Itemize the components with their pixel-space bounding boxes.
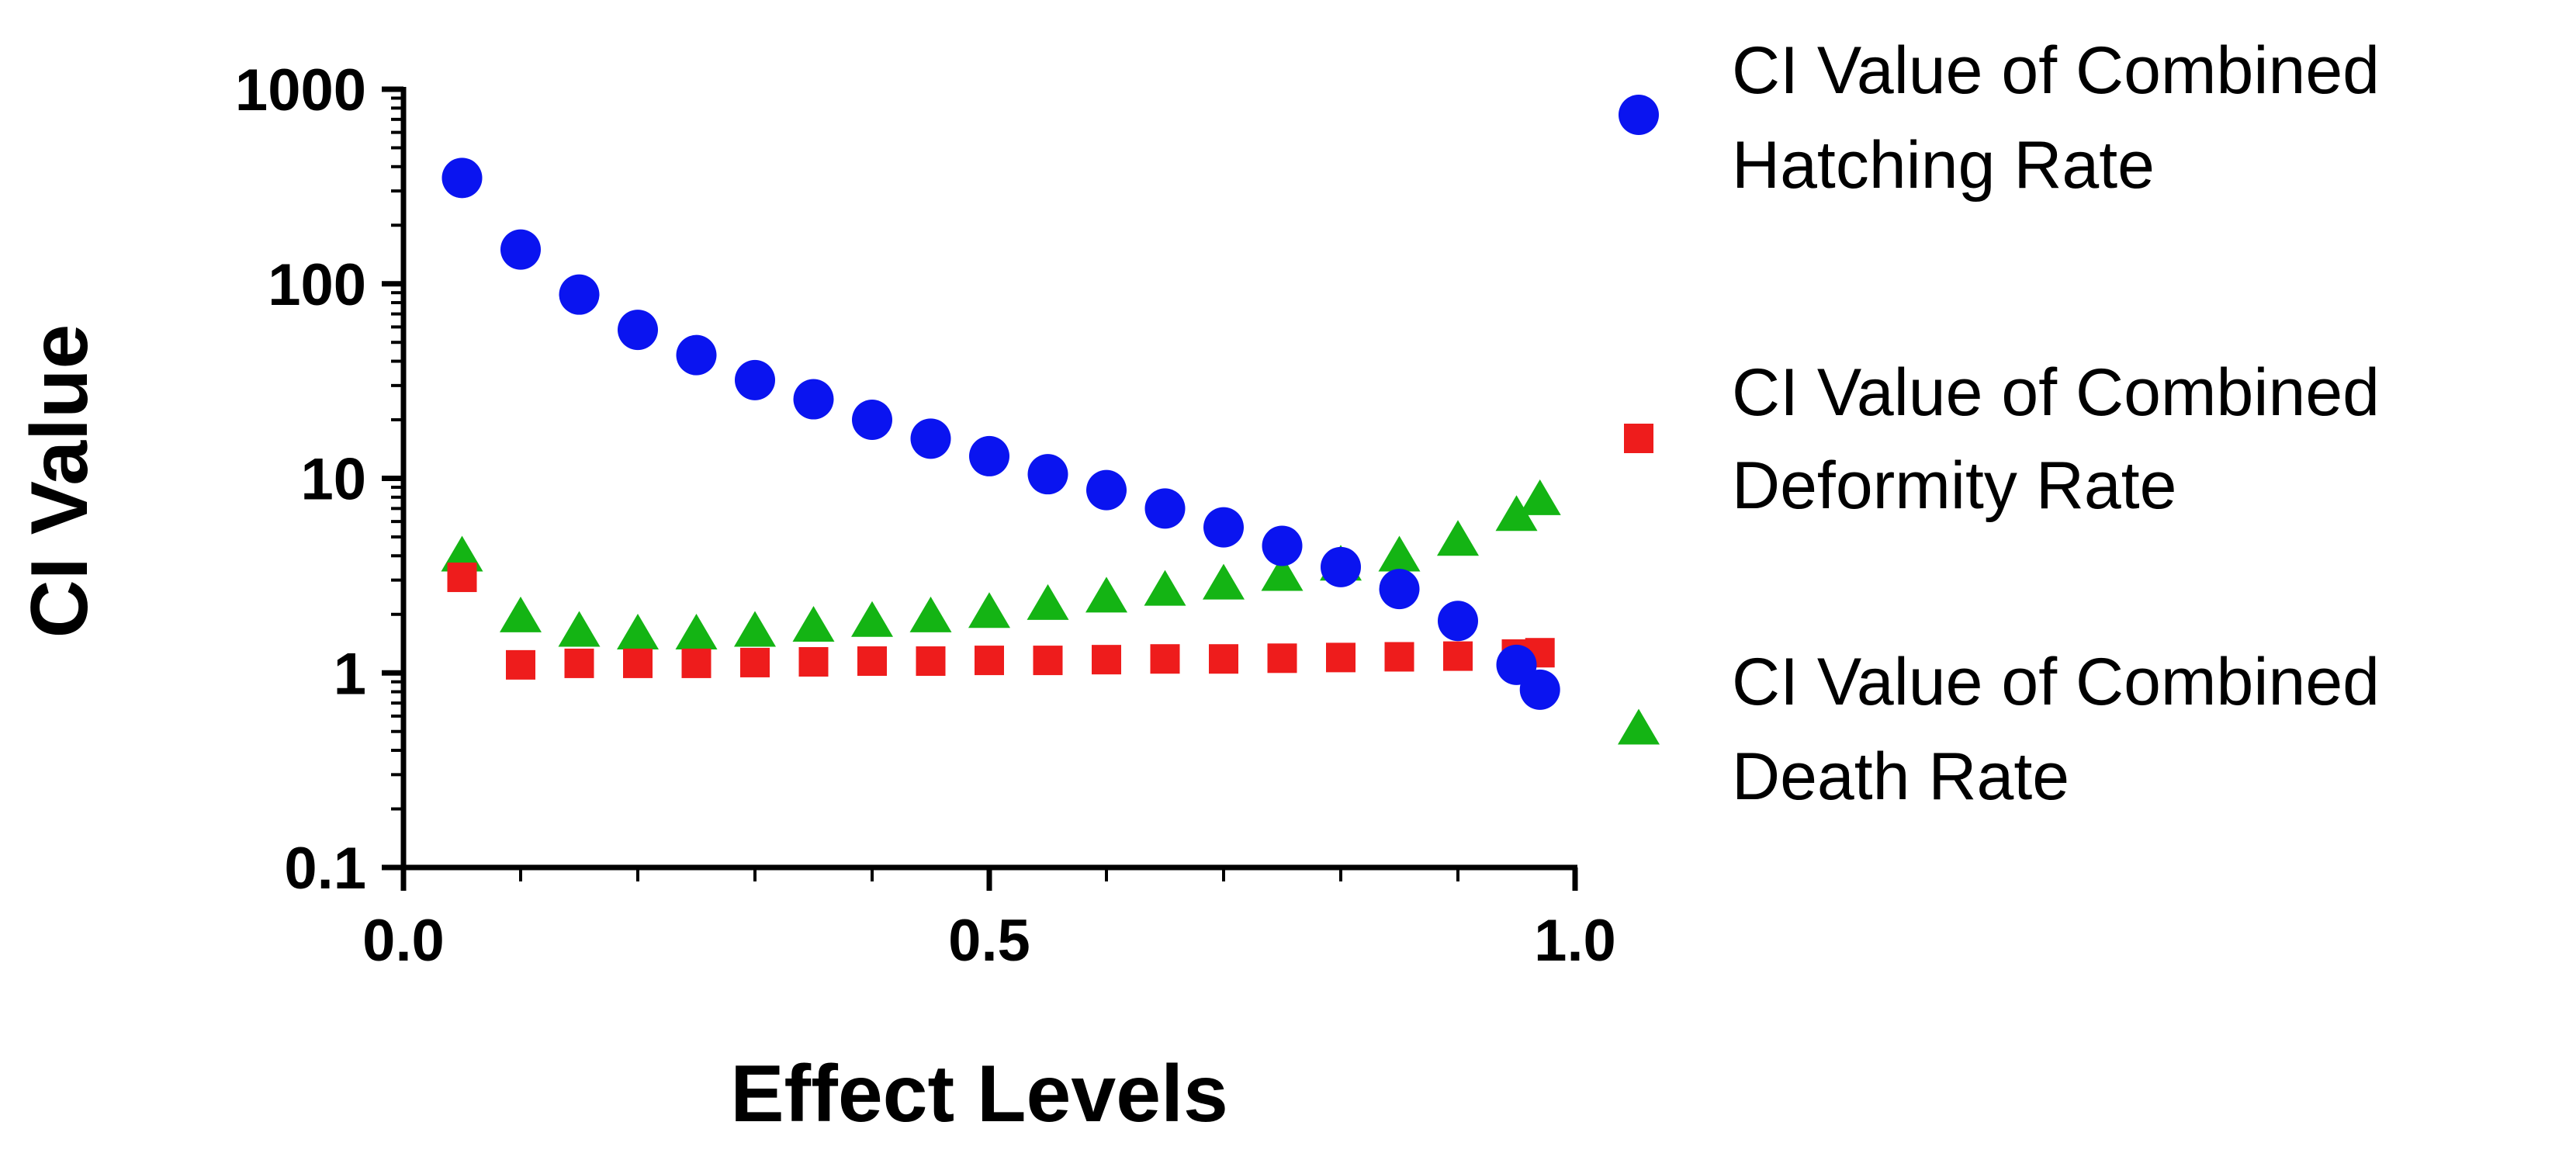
square-point — [1267, 643, 1297, 673]
square-point — [1150, 644, 1180, 674]
y-tick-label: 1000 — [235, 57, 366, 123]
square-point — [1209, 644, 1238, 674]
legend-label-line2: Hatching Rate — [1732, 128, 2155, 203]
triangle-point — [1518, 479, 1561, 515]
x-tick-label: 0.5 — [948, 908, 1030, 974]
y-axis-title: CI Value — [15, 324, 105, 639]
x-tick-label: 0.0 — [362, 908, 445, 974]
triangle-point — [1378, 535, 1421, 572]
square-point — [1326, 642, 1356, 673]
circle-point — [559, 274, 600, 315]
square-point — [623, 648, 653, 678]
legend-label-line2: Death Rate — [1732, 739, 2069, 814]
triangle-point — [1144, 570, 1186, 606]
triangle-point — [1495, 495, 1538, 532]
triangle-point — [1437, 520, 1479, 556]
data-marks — [441, 158, 1561, 710]
square-point — [1443, 641, 1473, 671]
circle-point — [793, 379, 834, 420]
legend: CI Value of Combined Hatching Rate CI Valu… — [1618, 33, 2380, 814]
circle-point — [1438, 601, 1478, 642]
triangle-point — [675, 614, 718, 650]
circle-point — [969, 435, 1009, 476]
triangle-point — [500, 596, 542, 632]
circle-point — [1262, 525, 1303, 566]
triangle-point — [558, 611, 601, 647]
circle-point — [1027, 454, 1068, 495]
triangle-point — [1261, 555, 1304, 591]
triangle-point — [1203, 563, 1245, 600]
legend-label-line1: CI Value of Combined — [1732, 355, 2380, 430]
axes — [400, 87, 1577, 871]
y-tick-label: 100 — [268, 252, 366, 318]
circle-point — [676, 334, 717, 376]
legend-label-line1: CI Value of Combined — [1732, 645, 2380, 719]
circle-point — [441, 158, 483, 199]
triangle-point — [441, 535, 483, 572]
triangle-point — [792, 605, 835, 642]
triangle-point — [851, 601, 893, 637]
triangle-point — [617, 614, 659, 650]
legend-label-line2: Deformity Rate — [1732, 448, 2177, 523]
triangle-point — [1085, 577, 1127, 613]
circle-point — [910, 418, 951, 459]
circle-point — [618, 310, 658, 351]
circle-point — [1086, 469, 1127, 511]
square-point — [1384, 642, 1414, 672]
triangle-point — [968, 592, 1010, 628]
square-point — [564, 648, 594, 678]
circle-point — [1144, 488, 1186, 529]
square-point — [857, 646, 887, 677]
square-point — [1033, 646, 1063, 676]
circle-point — [1321, 546, 1361, 587]
ticks: 0.1 1 10 100 1000 0.0 0.5 1.0 — [235, 57, 1616, 974]
square-point — [740, 647, 770, 677]
y-tick-label: 1 — [334, 641, 366, 707]
circle-point — [735, 359, 775, 400]
x-axis-title: Effect Levels — [730, 1049, 1228, 1139]
circle-point — [852, 400, 892, 441]
legend-square-icon — [1624, 424, 1653, 453]
triangle-point — [1027, 583, 1069, 620]
circle-point — [1379, 569, 1420, 610]
square-point — [1092, 645, 1121, 675]
square-point — [798, 646, 829, 677]
x-tick-label: 1.0 — [1534, 908, 1616, 974]
square-point — [916, 646, 946, 677]
triangle-point — [734, 611, 776, 647]
y-tick-label: 0.1 — [284, 836, 366, 902]
circle-point — [1203, 507, 1244, 548]
legend-triangle-icon — [1618, 708, 1660, 745]
legend-circle-icon — [1619, 95, 1659, 135]
circle-point — [500, 229, 541, 270]
triangle-point — [909, 596, 952, 632]
square-point — [506, 649, 535, 680]
square-point — [975, 646, 1004, 676]
circle-point — [1519, 669, 1560, 710]
y-tick-label: 10 — [300, 447, 366, 513]
legend-label-line1: CI Value of Combined — [1732, 33, 2380, 108]
square-point — [447, 563, 477, 593]
square-point — [681, 648, 712, 678]
